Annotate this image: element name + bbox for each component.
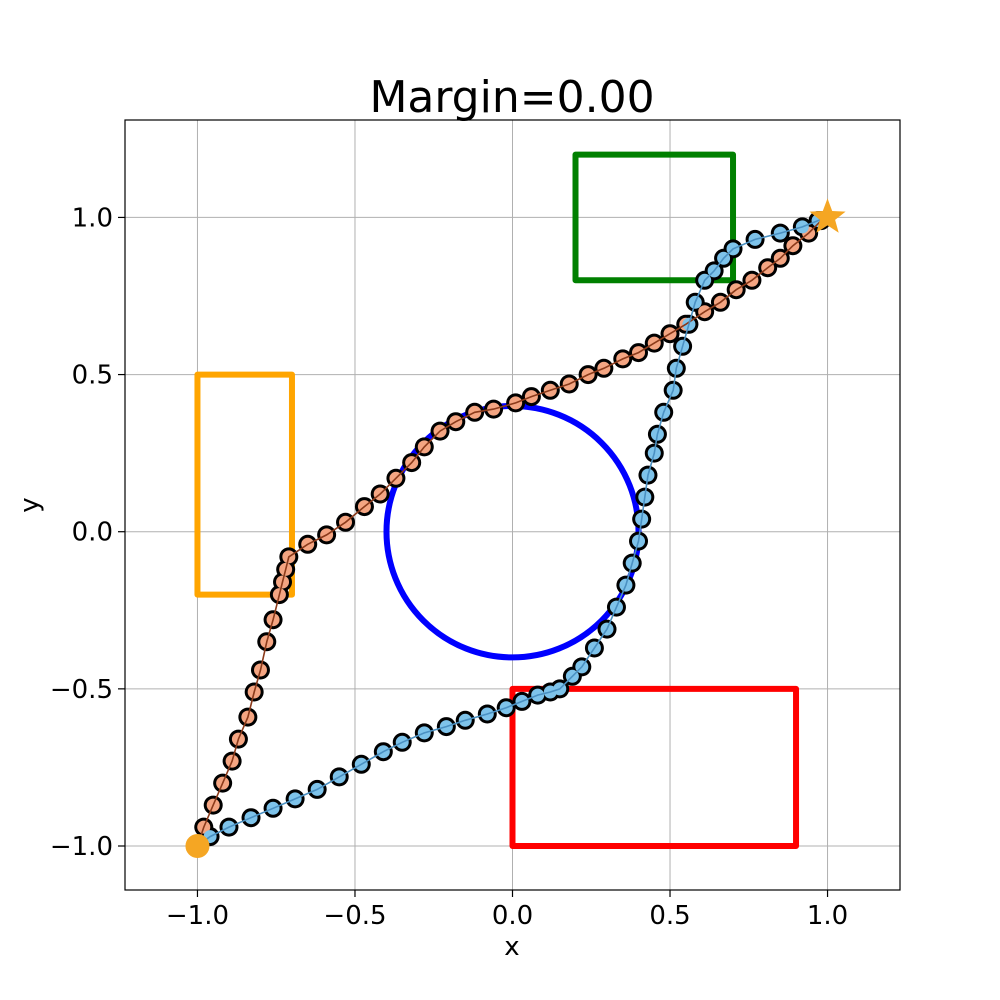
obstacle-rect [509,685,800,849]
x-axis-label: x [504,932,519,962]
trajectory-line [197,216,828,847]
plot-area [194,151,831,849]
goal-star-marker [809,198,846,233]
x-tick-label: 0.5 [649,901,690,931]
obstacle-rect [194,371,295,598]
y-axis-label: y [15,497,45,512]
start-marker [185,834,210,858]
y-tick-label: −0.5 [50,675,113,705]
x-tick-label: −0.5 [323,901,386,931]
y-tick-label: 0.5 [72,361,113,391]
y-tick-label: −1.0 [50,832,113,862]
y-tick-label: 0.0 [72,518,113,548]
axis-ticks: −1.0 −0.5 0.0 0.5 1.0 −1.0 −0.5 0.0 0.5 1.0 [50,203,848,931]
trajectory-line [196,216,828,847]
obstacle-rect [572,151,737,284]
x-tick-label: 1.0 [807,901,848,931]
x-tick-label: −1.0 [166,901,229,931]
y-tick-label: 1.0 [72,203,113,233]
chart-title: Margin=0.00 [369,72,654,123]
endpoints [185,198,846,858]
x-tick-label: 0.0 [492,901,533,931]
